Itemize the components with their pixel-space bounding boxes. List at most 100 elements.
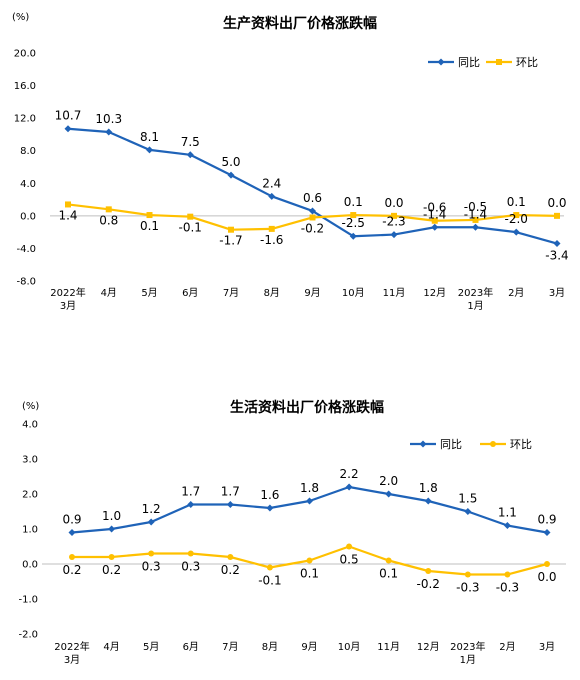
x-tick-label: 2月: [499, 641, 515, 653]
data-label: -1.4: [464, 207, 487, 221]
data-point: [350, 212, 357, 219]
data-point: [472, 223, 479, 231]
data-point: [425, 568, 432, 574]
data-label: 0.1: [300, 567, 319, 581]
data-label: 0.1: [140, 219, 159, 233]
data-point: [464, 508, 472, 515]
data-point: [306, 497, 313, 505]
data-label: 1.5: [458, 492, 477, 506]
data-point: [147, 518, 155, 526]
x-tick-label: 7月: [222, 641, 238, 653]
data-point: [69, 554, 75, 560]
x-tick-label: 5月: [141, 287, 157, 299]
data-label: 7.5: [181, 135, 200, 149]
x-tick-label: 6月: [183, 641, 199, 653]
x-tick-label: 2023年 1月: [458, 286, 493, 312]
data-label: 1.0: [102, 509, 121, 523]
y-unit-label: (%): [22, 401, 39, 412]
data-label: -2.3: [382, 215, 405, 229]
data-label: 1.6: [260, 488, 279, 502]
y-tick-label: 4.0: [20, 179, 36, 190]
y-tick-label: -8.0: [16, 277, 36, 288]
legend-label: 环比: [516, 56, 538, 69]
data-point: [65, 201, 71, 208]
data-label: -1.7: [219, 234, 242, 248]
data-label: -0.6: [423, 201, 446, 215]
data-label: 1.8: [419, 481, 438, 495]
y-tick-label: -2.0: [18, 630, 38, 641]
data-point: [228, 226, 234, 233]
data-point: [306, 557, 313, 564]
data-label: 0.1: [379, 567, 398, 581]
data-point: [424, 497, 432, 505]
data-label: 1.2: [142, 502, 161, 516]
data-point: [349, 232, 357, 240]
data-point: [503, 522, 511, 529]
legend-label: 环比: [510, 438, 532, 451]
y-tick-label: -4.0: [16, 244, 36, 255]
data-label: 0.9: [62, 513, 81, 527]
y-unit-label: (%): [12, 12, 29, 23]
data-label: 1.8: [300, 481, 319, 495]
data-point: [266, 564, 273, 571]
data-point: [187, 501, 195, 508]
data-label: 0.1: [507, 195, 526, 209]
data-point: [268, 225, 275, 232]
x-tick-label: 4月: [103, 641, 119, 653]
data-point: [187, 213, 194, 220]
data-label: -0.3: [456, 581, 479, 595]
y-tick-label: 8.0: [20, 146, 36, 157]
data-point: [148, 550, 155, 557]
data-label: 2.4: [262, 176, 281, 190]
data-label: 0.3: [142, 560, 161, 574]
data-point: [105, 128, 113, 136]
chart-consumer-goods: 生活资料出厂价格涨跌幅 (%) 4.0 3.0 2.0 1.0 0.0 -1.0 -2.0 2…: [18, 399, 566, 666]
data-point: [64, 125, 72, 133]
y-tick-label: 0.0: [20, 211, 36, 222]
data-point: [68, 529, 76, 536]
data-point: [187, 550, 194, 557]
data-label: 0.3: [181, 560, 200, 574]
data-label: -3.4: [545, 249, 568, 263]
data-label: 8.1: [140, 130, 159, 144]
data-point: [108, 525, 116, 533]
data-point: [544, 561, 550, 567]
data-label: 0.2: [62, 563, 81, 577]
data-point: [512, 228, 520, 236]
legend-label: 同比: [440, 438, 462, 451]
data-label: -0.2: [301, 221, 324, 235]
data-point: [346, 543, 353, 550]
data-point: [504, 571, 511, 578]
x-tick-label: 3月: [539, 641, 555, 653]
data-point: [309, 207, 316, 215]
legend-swatch-marker: [490, 441, 496, 447]
data-point: [266, 504, 274, 512]
data-label: 0.0: [537, 570, 556, 584]
x-tick-label: 12月: [423, 287, 446, 299]
data-label: -1.6: [260, 233, 283, 247]
data-point: [105, 206, 112, 213]
x-tick-label: 11月: [383, 287, 406, 299]
data-point: [431, 223, 439, 231]
x-tick-label: 2022年 3月: [54, 640, 89, 666]
data-label: 2.0: [379, 474, 398, 488]
data-label: -2.0: [505, 212, 528, 226]
y-tick-label: 20.0: [14, 49, 36, 60]
data-label: 0.2: [102, 563, 121, 577]
data-point: [227, 171, 235, 179]
data-label: 0.9: [537, 513, 556, 527]
data-label: 2.2: [340, 467, 359, 481]
data-label: -2.5: [342, 216, 365, 230]
legend-swatch-marker: [437, 58, 445, 66]
y-tick-label: 3.0: [22, 455, 38, 466]
data-point: [146, 146, 153, 154]
x-tick-label: 8月: [264, 287, 280, 299]
legend-label: 同比: [458, 56, 480, 69]
data-label: 1.7: [181, 485, 200, 499]
data-label: 0.6: [303, 191, 322, 205]
y-tick-label: 0.0: [22, 560, 38, 571]
data-point: [431, 217, 438, 224]
data-point: [345, 483, 353, 491]
data-point: [464, 571, 471, 578]
legend-swatch-marker: [496, 59, 502, 65]
